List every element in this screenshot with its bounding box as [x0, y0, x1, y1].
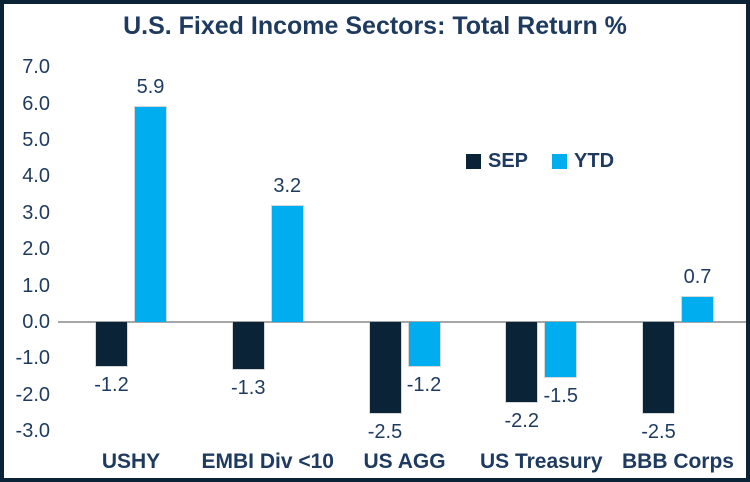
y-axis-tick-label: 4.0	[22, 165, 50, 188]
y-axis-tick-label: 7.0	[22, 56, 50, 79]
chart-title: U.S. Fixed Income Sectors: Total Return …	[123, 12, 627, 40]
data-label-ytd-us-treasury: -1.5	[543, 384, 578, 407]
bar-sep-us-treasury	[506, 322, 538, 403]
bar-ytd-bbb-corps	[682, 296, 713, 322]
legend-label-sep: SEP	[488, 150, 529, 172]
category-label-bbb-corps: BBB Corps	[621, 450, 734, 473]
y-axis-tick-label: 1.0	[22, 274, 50, 297]
y-axis-tick-label: 5.0	[22, 129, 50, 151]
y-axis-tick-label: -2.0	[15, 383, 50, 406]
category-label-embi-div-10: EMBI Div <10	[201, 450, 334, 473]
y-axis-tick-label: 2.0	[22, 238, 50, 261]
bar-ytd-embi-div-10	[271, 205, 303, 322]
legend-item-ytd: YTD	[552, 150, 614, 173]
category-label-ushy: USHY	[101, 450, 161, 473]
zero-gridline	[58, 321, 746, 323]
y-axis-tick-label: 6.0	[22, 92, 50, 115]
legend-item-sep: SEP	[466, 150, 528, 173]
data-label-ytd-ushy: 5.9	[136, 76, 165, 99]
bar-sep-embi-div-10	[232, 322, 264, 370]
bar-ytd-ushy	[135, 107, 166, 322]
data-label-sep-ushy: -1.2	[94, 373, 129, 396]
legend-swatch-sep-icon	[466, 154, 481, 169]
data-label-sep-embi-div-10: -1.3	[231, 377, 266, 400]
plot-area: 7.0 6.0 5.0 4.0 3.0 2.0 1.0 0.0 -1.0 -2.0 -3.0 USHY…	[4, 4, 746, 478]
legend: SEP YTD	[466, 150, 614, 173]
data-label-ytd-embi-div-10: 3.2	[273, 174, 302, 197]
y-axis-tick-label: -3.0	[15, 420, 50, 443]
data-label-ytd-bbb-corps: 0.7	[683, 265, 712, 288]
y-axis-tick-label: -1.0	[15, 347, 50, 370]
category-label-us-agg: US AGG	[363, 450, 446, 473]
bar-sep-ushy	[96, 322, 127, 366]
data-label-sep-bbb-corps: -2.5	[641, 421, 676, 443]
bar-sep-us-agg	[369, 322, 401, 413]
bar-ytd-us-agg	[408, 322, 440, 366]
category-label-us-treasury: US Treasury	[479, 450, 603, 473]
data-label-sep-us-treasury: -2.2	[504, 410, 539, 433]
bar-sep-bbb-corps	[643, 322, 674, 413]
data-label-sep-us-agg: -2.5	[367, 421, 403, 443]
data-label-ytd-us-agg: -1.2	[406, 373, 442, 396]
bar-ytd-us-treasury	[545, 322, 577, 377]
legend-swatch-ytd-icon	[552, 154, 568, 169]
legend-label-ytd: YTD	[574, 150, 615, 172]
y-axis-tick-label: 3.0	[22, 201, 50, 224]
y-axis-tick-label: 0.0	[22, 311, 50, 333]
